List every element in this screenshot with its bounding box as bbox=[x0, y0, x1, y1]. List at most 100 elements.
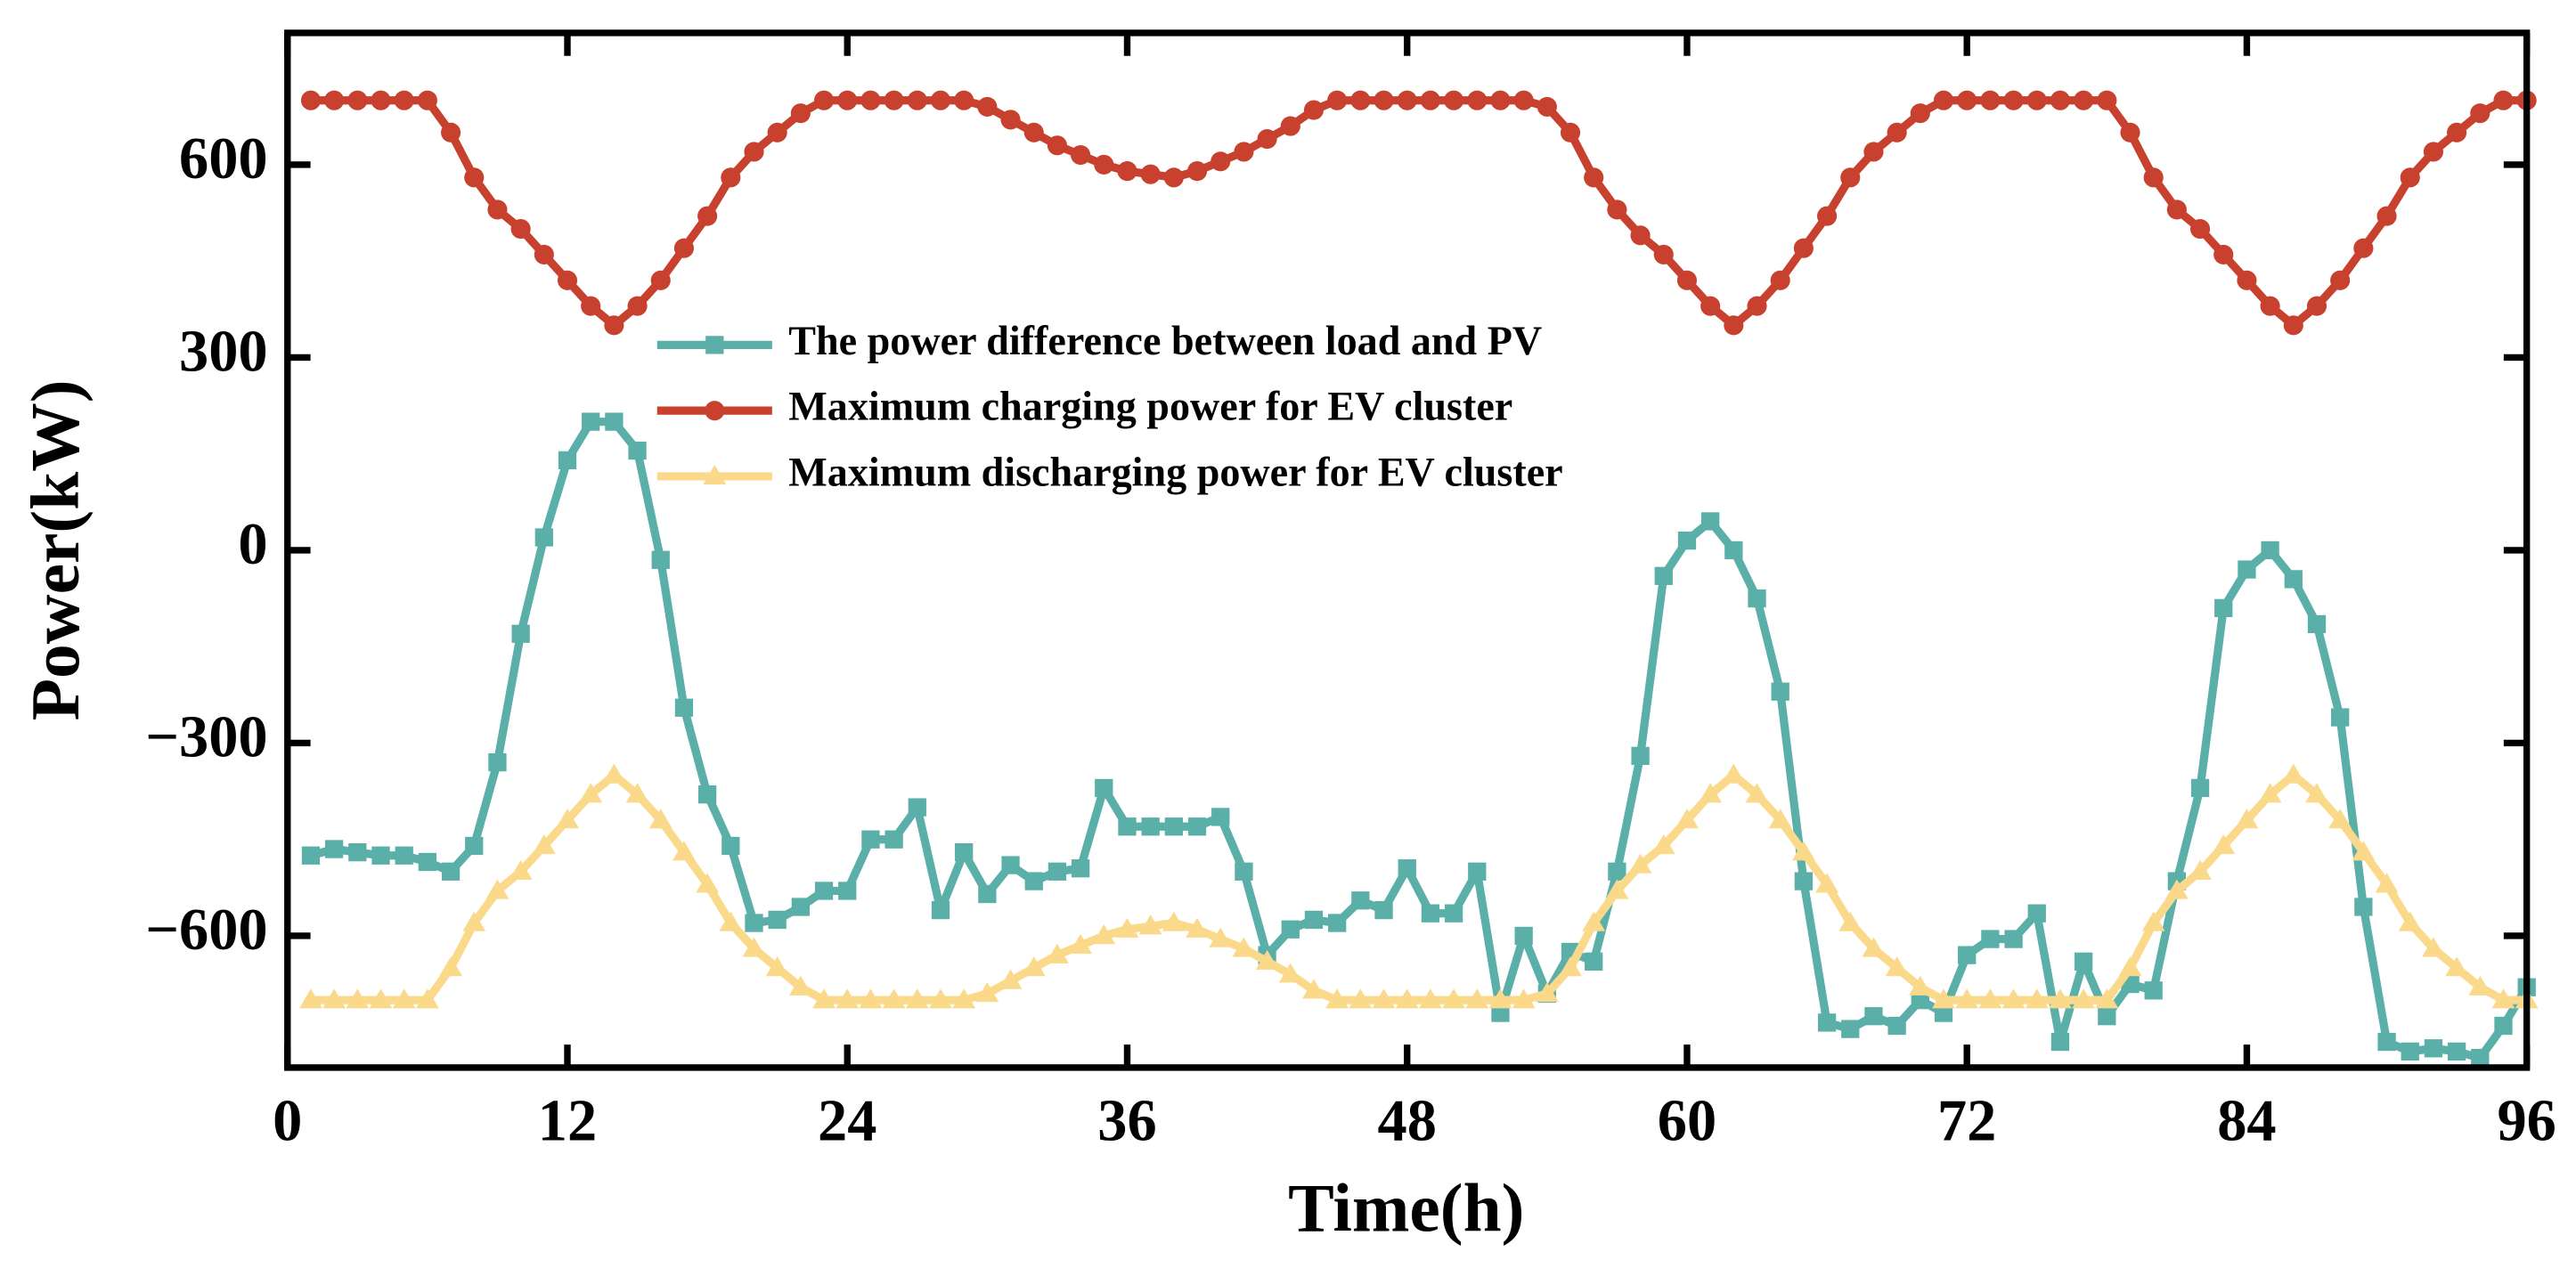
marker bbox=[1491, 1004, 1510, 1022]
marker bbox=[1513, 90, 1534, 110]
marker bbox=[2423, 142, 2443, 162]
marker bbox=[1349, 988, 1373, 1009]
marker bbox=[1981, 930, 2000, 948]
marker bbox=[837, 90, 858, 110]
marker bbox=[673, 238, 695, 258]
marker bbox=[1398, 859, 1416, 878]
marker bbox=[978, 884, 997, 904]
marker bbox=[371, 90, 391, 110]
marker bbox=[674, 698, 694, 717]
marker bbox=[2422, 937, 2445, 957]
marker bbox=[2377, 1032, 2396, 1052]
marker bbox=[1420, 90, 1440, 110]
marker bbox=[1302, 979, 1325, 999]
marker bbox=[1325, 988, 1349, 1009]
marker bbox=[1700, 296, 1721, 316]
marker bbox=[955, 842, 974, 862]
marker bbox=[1841, 1020, 1860, 1038]
marker bbox=[2468, 975, 2492, 996]
x-tick-label: 48 bbox=[1378, 1089, 1437, 1154]
marker bbox=[2447, 122, 2467, 142]
marker bbox=[1910, 103, 1930, 124]
marker bbox=[348, 842, 367, 862]
marker bbox=[324, 840, 344, 858]
marker bbox=[1630, 225, 1651, 246]
marker bbox=[602, 763, 626, 784]
marker bbox=[908, 798, 926, 817]
marker bbox=[1095, 778, 1113, 798]
marker bbox=[1582, 911, 1606, 931]
marker bbox=[1815, 873, 1838, 893]
marker bbox=[509, 859, 533, 881]
marker bbox=[1560, 122, 1581, 142]
marker bbox=[462, 911, 486, 931]
x-tick-label: 24 bbox=[818, 1089, 876, 1154]
marker bbox=[1232, 937, 1256, 957]
marker bbox=[2095, 988, 2119, 1009]
marker bbox=[2494, 1016, 2513, 1036]
marker bbox=[1512, 988, 1536, 1009]
marker bbox=[628, 441, 647, 460]
marker bbox=[1418, 988, 1442, 1009]
marker bbox=[2398, 911, 2422, 931]
marker bbox=[697, 206, 718, 226]
marker bbox=[905, 988, 929, 1009]
marker bbox=[813, 90, 835, 110]
marker bbox=[2354, 898, 2373, 916]
marker bbox=[2098, 1007, 2116, 1026]
marker bbox=[1047, 135, 1067, 156]
marker bbox=[1864, 1007, 1883, 1026]
marker bbox=[2260, 296, 2280, 316]
marker bbox=[395, 846, 413, 865]
marker bbox=[882, 988, 906, 1009]
marker bbox=[1887, 122, 1907, 142]
marker bbox=[1934, 1004, 1953, 1022]
marker bbox=[1024, 872, 1043, 890]
y-tick-label: −600 bbox=[145, 898, 267, 963]
y-tick-label: 600 bbox=[179, 126, 268, 191]
marker bbox=[1327, 90, 1348, 110]
marker bbox=[907, 90, 927, 110]
marker bbox=[721, 836, 740, 856]
marker bbox=[1467, 90, 1488, 110]
marker bbox=[534, 244, 554, 265]
marker bbox=[1631, 746, 1650, 766]
marker bbox=[1000, 110, 1021, 130]
marker bbox=[650, 270, 671, 290]
marker bbox=[2050, 1032, 2070, 1052]
x-tick-label: 72 bbox=[1937, 1089, 1996, 1154]
marker bbox=[1421, 904, 1440, 923]
x-tick-label: 96 bbox=[2497, 1089, 2556, 1154]
marker bbox=[954, 90, 974, 110]
marker bbox=[1465, 988, 1489, 1009]
marker bbox=[557, 270, 578, 290]
marker bbox=[2143, 167, 2164, 188]
marker bbox=[975, 982, 999, 1003]
marker bbox=[2212, 834, 2236, 855]
legend-label: The power difference between load and PV bbox=[788, 318, 1542, 363]
marker bbox=[1980, 90, 2001, 110]
marker bbox=[1022, 956, 1046, 977]
marker bbox=[418, 852, 437, 872]
marker bbox=[2025, 988, 2049, 1009]
marker bbox=[931, 900, 950, 920]
marker bbox=[673, 841, 696, 861]
marker bbox=[2283, 315, 2303, 336]
legend-label: Maximum charging power for EV cluster bbox=[788, 384, 1512, 429]
marker bbox=[534, 528, 553, 547]
marker bbox=[511, 624, 530, 643]
marker bbox=[999, 969, 1023, 989]
marker bbox=[485, 879, 509, 899]
marker bbox=[346, 988, 370, 1009]
marker bbox=[697, 785, 717, 804]
marker bbox=[1933, 90, 1954, 110]
marker bbox=[1607, 199, 1627, 220]
marker bbox=[1514, 926, 1533, 946]
marker bbox=[1885, 956, 1909, 977]
marker bbox=[581, 296, 601, 316]
legend-marker bbox=[705, 336, 724, 354]
marker bbox=[814, 882, 834, 900]
marker bbox=[1211, 151, 1231, 172]
marker bbox=[2214, 598, 2233, 618]
marker bbox=[1140, 164, 1161, 184]
